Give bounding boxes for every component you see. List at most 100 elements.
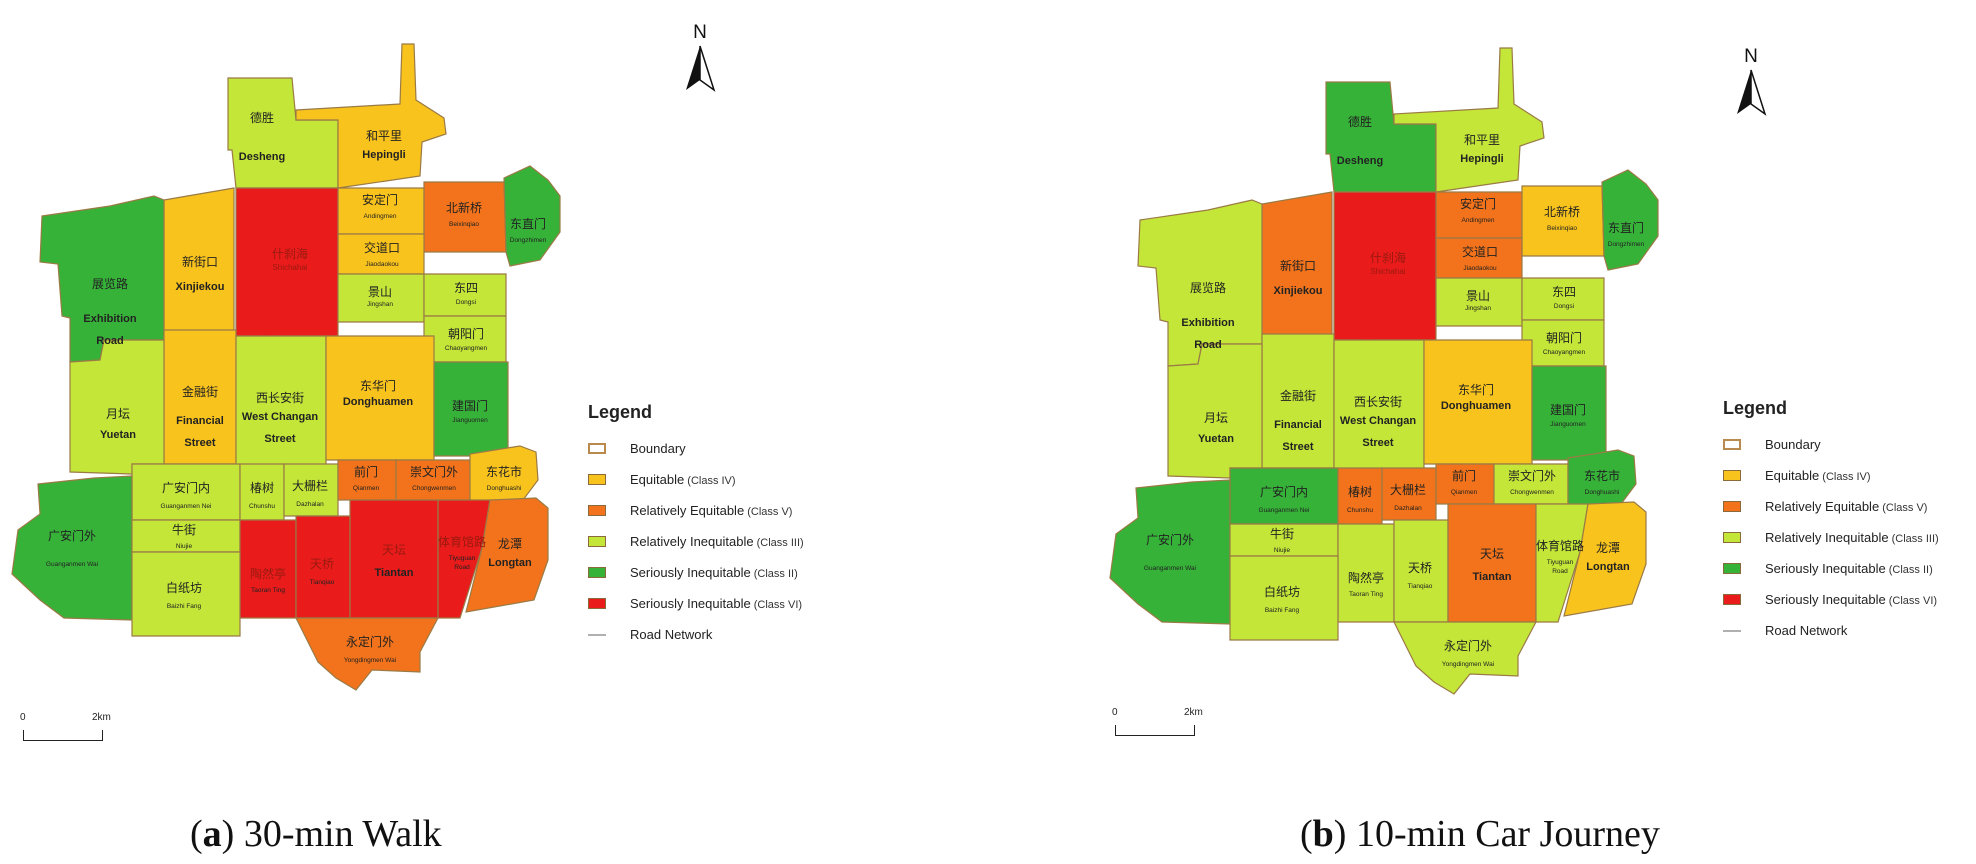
district-yongdingmen (295, 617, 439, 691)
district-label-cn: 白纸坊 (1264, 584, 1300, 599)
district-label-cn: 永定门外 (346, 634, 394, 649)
district-label-cn: 龙潭 (498, 537, 522, 551)
district-label-en: Tianqiao (310, 579, 335, 586)
district-desheng (1325, 81, 1437, 193)
district-label-cn: 天桥 (1408, 561, 1432, 575)
district-label-en: Xinjiekou (176, 281, 225, 293)
legend-label: Boundary (630, 441, 686, 456)
district-label-en: Jingshan (367, 301, 393, 308)
district-label-cn: 椿树 (250, 480, 274, 495)
district-label-en: Dongzhimen (510, 237, 547, 244)
legend: Legend Boundary Equitable (Class IV) Relat… (1723, 398, 1939, 646)
district-label-en: Longtan (488, 557, 532, 569)
district-label-en: Tiyuguan (449, 555, 476, 562)
legend-label: Seriously Inequitable (Class VI) (630, 596, 802, 611)
district-label-cn: 月坛 (106, 407, 130, 421)
legend-swatch (588, 633, 606, 636)
legend-label-class: (Class II) (1885, 564, 1933, 576)
district-label-en: Qianmen (353, 485, 380, 492)
district-label-cn: 德胜 (1348, 114, 1372, 129)
legend-rows: Boundary Equitable (Class IV) Relatively E… (1723, 429, 1939, 646)
district-label-cn: 东四 (1552, 285, 1576, 299)
district-label-cn: 广安门内 (162, 480, 210, 495)
legend-item: Relatively Inequitable (Class III) (1723, 522, 1939, 553)
legend-label: Equitable (Class IV) (630, 472, 736, 487)
legend-rows: Boundary Equitable (Class IV) Relatively E… (588, 433, 804, 650)
district-layer: 德胜 Desheng 和平里 Hepingli 安定门 Andingmen 北新桥 Beixi… (11, 43, 561, 691)
north-arrow-icon (1737, 69, 1767, 116)
district-label-en: Tiantan (375, 567, 414, 579)
north-label: N (693, 22, 707, 43)
district-label-en: Niujie (1274, 547, 1291, 554)
map-panel-walk: 德胜 Desheng 和平里 Hepingli 安定门 Andingmen 北新桥 Beixi… (11, 22, 804, 855)
district-label-cn: 前门 (354, 464, 378, 479)
north-arrow-icon (686, 45, 716, 92)
district-label-en: Financial (176, 415, 224, 427)
district-label-cn: 金融街 (1280, 388, 1316, 403)
legend-item: Equitable (Class IV) (588, 464, 804, 495)
district-label-en: Exhibition (83, 313, 136, 325)
legend-label-text: Seriously Inequitable (630, 565, 751, 580)
district-label-en: Baizhi Fang (1265, 607, 1300, 614)
legend-swatch (1723, 532, 1741, 543)
scale-bar-line (23, 730, 103, 741)
district-label-cn: 和平里 (1464, 133, 1500, 147)
legend-label-class: (Class V) (1879, 502, 1928, 514)
district-label-cn: 崇文门外 (1508, 468, 1556, 483)
legend-label-class: (Class III) (753, 537, 804, 549)
legend-label-text: Relatively Equitable (1765, 499, 1880, 514)
legend-label: Relatively Inequitable (Class III) (630, 534, 804, 549)
district-tiyuguan (1535, 503, 1589, 623)
district-label-cn: 陶然亭 (1348, 570, 1384, 585)
legend-title: Legend (1723, 398, 1788, 418)
district-label-en-2: Street (264, 433, 296, 445)
district-label-cn: 椿树 (1348, 484, 1372, 499)
district-baizhifang (131, 551, 241, 637)
legend-label-text: Road Network (1765, 623, 1848, 638)
district-label-en: Dongzhimen (1608, 241, 1645, 248)
district-label-en: Donghuamen (343, 396, 414, 408)
district-label-en: Shichahai (272, 263, 307, 272)
district-longtan (465, 497, 549, 613)
legend-label: Relatively Equitable (Class V) (1765, 499, 1927, 514)
legend-label-text: Seriously Inequitable (630, 596, 751, 611)
district-guanganmenwai (11, 475, 133, 621)
district-label-cn: 陶然亭 (250, 566, 286, 581)
district-label-en: Donghuamen (1441, 400, 1512, 412)
district-label-en: Financial (1274, 419, 1322, 431)
district-hepingli (295, 43, 447, 189)
district-label-en: Guanganmen Nei (1259, 507, 1310, 514)
district-baizhifang (1229, 555, 1339, 641)
legend-swatch (1723, 501, 1741, 512)
district-label-cn: 交道口 (1462, 244, 1498, 259)
legend-label-text: Relatively Inequitable (630, 534, 754, 549)
legend-swatch (1723, 439, 1741, 450)
district-longtan (1563, 501, 1647, 617)
legend-label-class: (Class IV) (684, 475, 736, 487)
district-beixinqiao (1521, 185, 1605, 257)
legend-swatch (588, 598, 606, 609)
district-yongdingmen (1393, 621, 1537, 695)
district-label-cn: 东四 (454, 281, 478, 295)
district-label-en: Chaoyangmen (445, 345, 488, 352)
district-label-cn: 西长安街 (256, 390, 304, 405)
district-label-cn: 东花市 (1584, 468, 1620, 483)
legend-item: Road Network (588, 619, 804, 650)
district-label-en: Dazhalan (1394, 505, 1422, 512)
district-label-cn: 天坛 (382, 543, 406, 557)
district-label-cn: 东华门 (1458, 382, 1494, 397)
legend-label: Road Network (630, 627, 712, 642)
district-label-cn: 天桥 (310, 557, 334, 571)
legend-swatch (1723, 563, 1741, 574)
district-label-en: Guanganmen Nei (161, 503, 212, 510)
district-label-en-2: Street (1362, 437, 1394, 449)
panel-title: 10-min Car Journey (1355, 813, 1660, 855)
legend-item: Seriously Inequitable (Class II) (1723, 553, 1939, 584)
district-label-en: Tianqiao (1408, 583, 1433, 590)
district-label-en: Chaoyangmen (1543, 349, 1586, 356)
district-label-cn: 什刹海 (272, 246, 308, 261)
district-dongzhimen (1601, 169, 1659, 271)
scale-zero-label: 0 (20, 712, 26, 723)
north-label: N (1744, 46, 1758, 67)
district-label-cn: 龙潭 (1596, 541, 1620, 555)
